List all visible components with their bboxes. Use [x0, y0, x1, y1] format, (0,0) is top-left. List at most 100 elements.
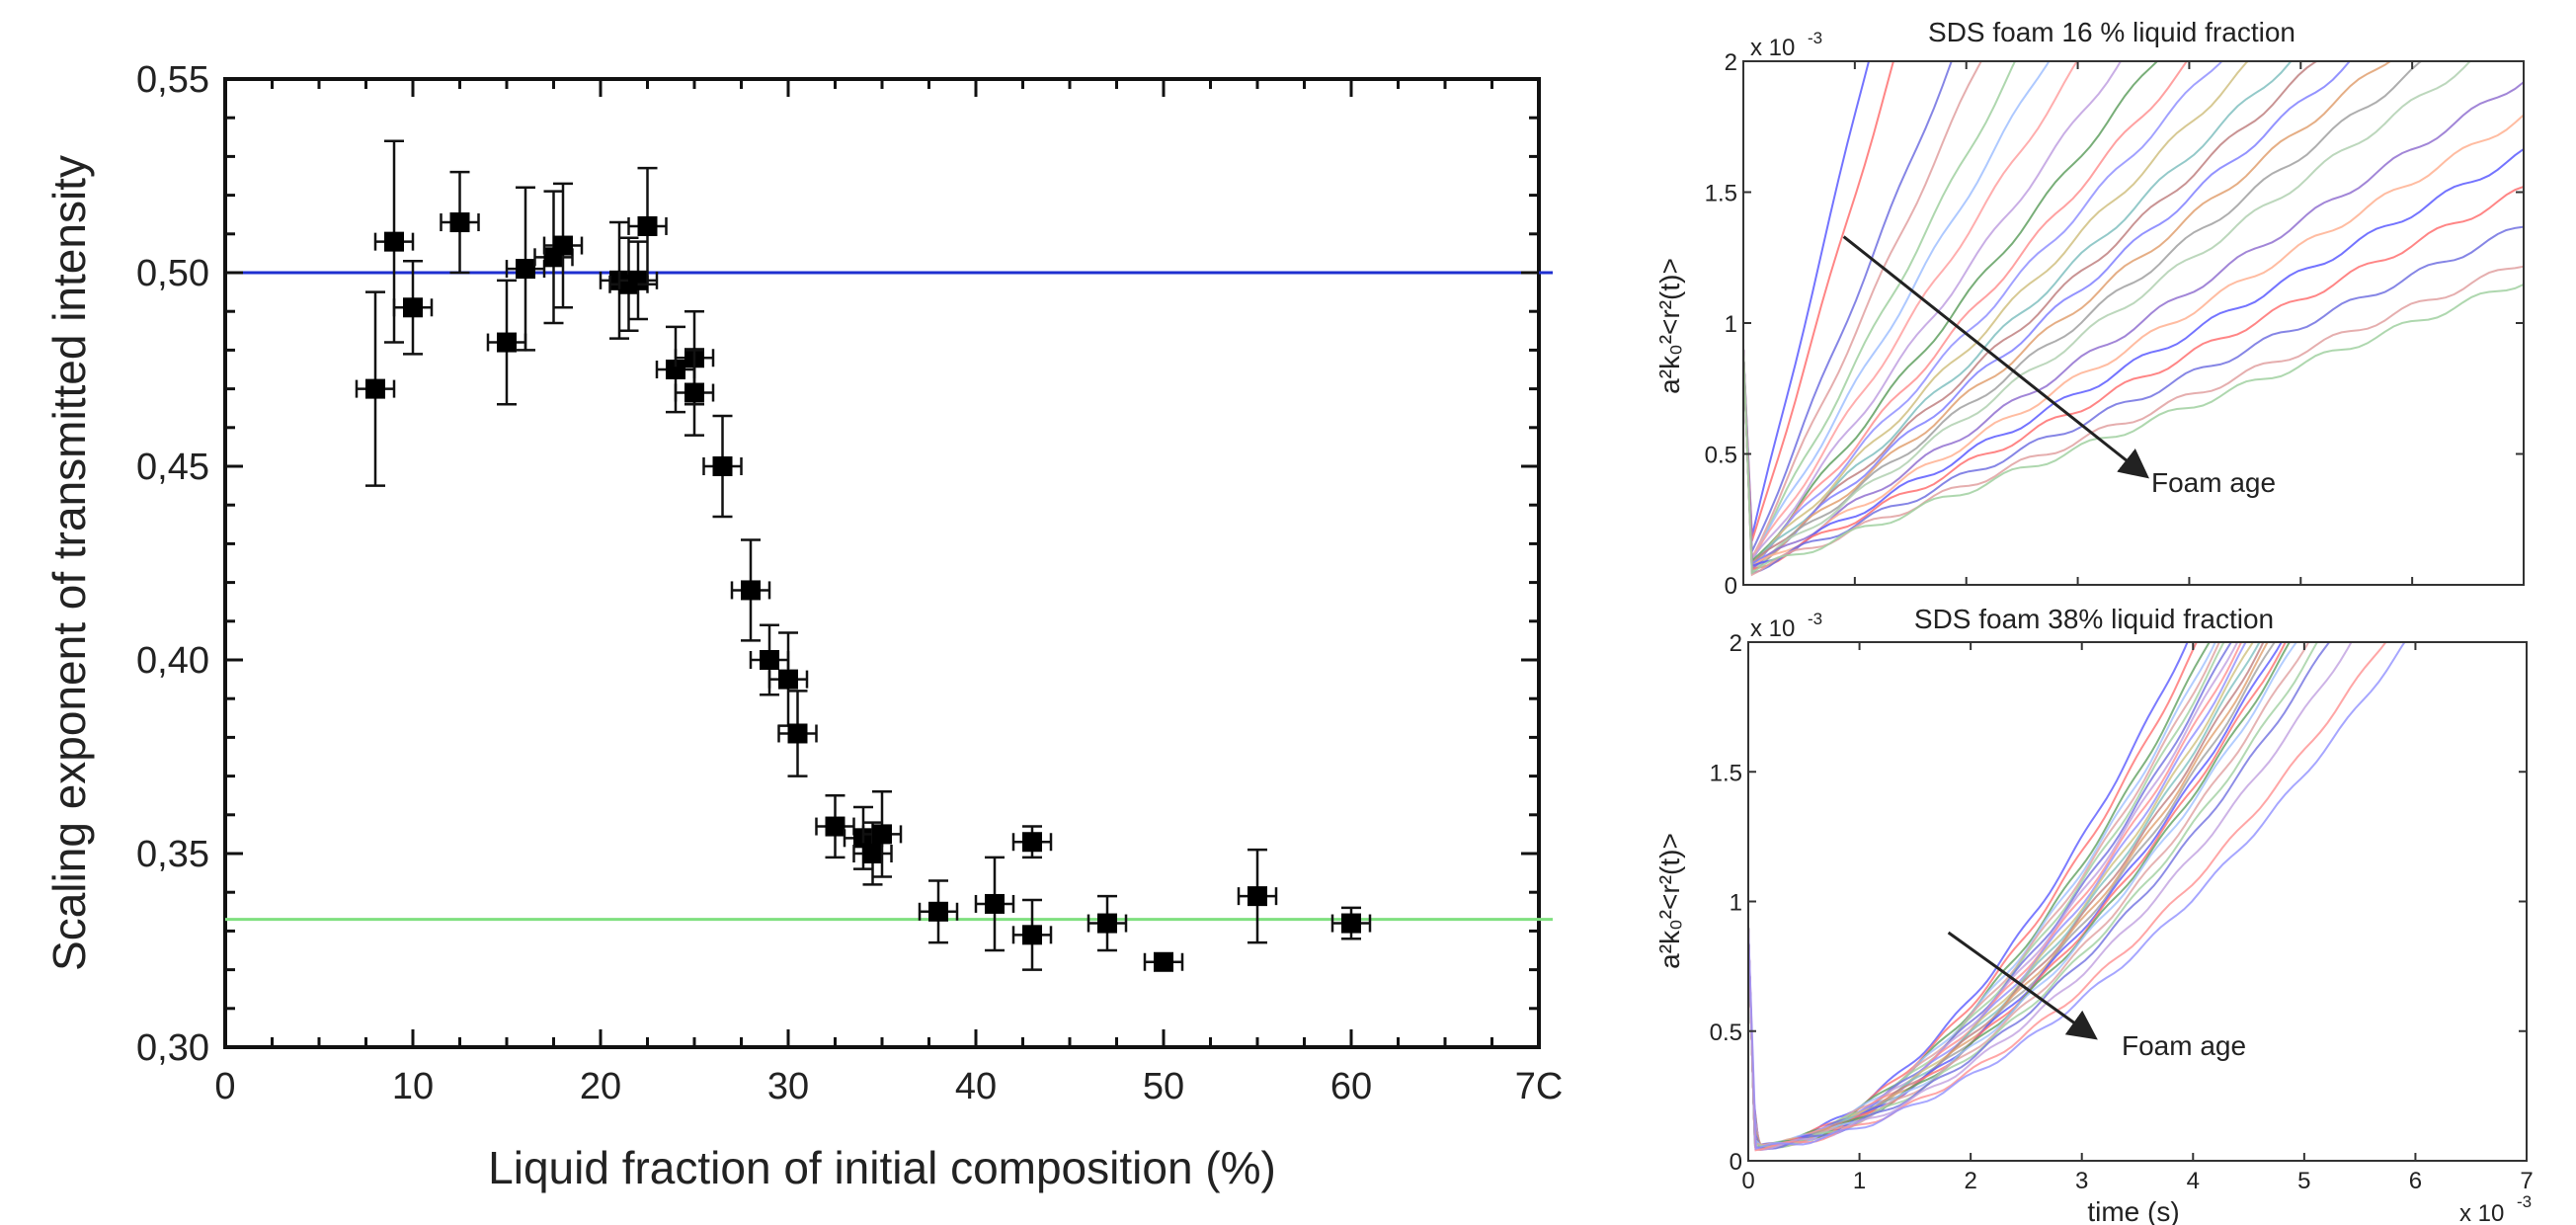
rb-axis-ticks: 0 0.5 1 1.5 2 0 1 2 3 4 5 6 7: [1710, 630, 2534, 1194]
rb-series-line-5: [1748, 642, 2225, 1150]
data-point-4: [486, 279, 527, 406]
data-point-2: [392, 259, 434, 356]
data-point-27: [1011, 898, 1053, 971]
rb-series-line-1: [1748, 642, 2198, 1148]
rt-series-line-0: [1743, 61, 1871, 537]
rb-series-line-23: [1748, 642, 2387, 1152]
y-tick-label: 0: [1725, 573, 1737, 600]
rt-series-line-10: [1743, 61, 2223, 572]
rb-series-line-22: [1748, 642, 2353, 1151]
y-tick-label: 1: [1725, 311, 1737, 338]
square-marker: [1022, 925, 1042, 945]
data-point-31: [1330, 906, 1372, 940]
left-data-points: [355, 139, 1372, 972]
y-tick-label: 2: [1730, 630, 1742, 657]
rb-series-line-17: [1748, 642, 2292, 1150]
data-point-15: [702, 414, 743, 519]
left-y-tick-label: 0,50: [136, 253, 209, 294]
sds-foam-16-chart: SDS foam 16 % liquid fraction 00.511.52 …: [1654, 17, 2525, 600]
sds-foam-38-chart: SDS foam 38% liquid fraction 0 0.5 1 1.5 2 0 1…: [1654, 604, 2534, 1225]
rb-series-line-12: [1748, 642, 2265, 1147]
y-tick-label: 2: [1725, 49, 1737, 76]
x-tick-label: 4: [2187, 1168, 2200, 1194]
rb-series-line-10: [1748, 642, 2255, 1151]
square-marker: [760, 650, 779, 670]
square-marker: [1248, 886, 1267, 907]
left-y-tick-label: 0,45: [136, 447, 209, 488]
data-point-5: [505, 186, 546, 352]
rt-series-line-8: [1743, 61, 2159, 564]
left-plot-frame: [223, 77, 1541, 1049]
left-x-tick-label: 10: [392, 1066, 434, 1107]
rt-series-line-19: [1743, 114, 2524, 569]
x-tick-label: 2: [1964, 1168, 1976, 1194]
rt-y-multiplier-base: x 10: [1750, 35, 1795, 61]
data-point-19: [777, 690, 818, 777]
left-y-tick-label: 0,35: [136, 834, 209, 875]
rt-series-line-21: [1743, 185, 2524, 571]
data-point-14: [674, 349, 715, 437]
rt-axis-ticks: 0 0.5 1 1.5 2: [1705, 49, 2525, 600]
x-tick-label: 6: [2409, 1168, 2422, 1194]
rb-foam-age-arrow: [1947, 931, 2098, 1040]
square-marker: [684, 382, 704, 403]
rt-series-line-14: [1743, 61, 2352, 566]
rt-series-line-15: [1743, 61, 2392, 570]
rt-foam-age-arrow: [1842, 235, 2149, 479]
data-point-22: [852, 821, 893, 886]
data-point-0: [355, 290, 396, 487]
square-marker: [1154, 951, 1173, 972]
square-marker: [928, 901, 948, 922]
data-point-28: [1087, 894, 1128, 952]
x-tick-label: 7: [2520, 1168, 2533, 1194]
rt-series-line-11: [1743, 61, 2250, 572]
left-x-tick-label: 0: [214, 1066, 235, 1107]
rt-series-line-5: [1743, 61, 2051, 566]
data-point-20: [815, 793, 855, 859]
rt-series-line-13: [1743, 61, 2319, 566]
square-marker: [403, 297, 423, 318]
rb-series-line-24: [1748, 642, 2406, 1150]
rt-series-line-4: [1743, 61, 2017, 566]
rb-y-multiplier-exp: -3: [1808, 610, 1822, 628]
data-point-11: [627, 166, 668, 286]
data-point-29: [1143, 951, 1184, 972]
left-x-tick-label: 40: [955, 1066, 997, 1107]
data-point-6: [533, 190, 574, 325]
x-tick-label: 0: [1741, 1168, 1754, 1194]
rt-series-line-17: [1743, 61, 2472, 574]
square-marker: [985, 893, 1005, 914]
rb-series-line-9: [1748, 642, 2247, 1151]
rb-x-multiplier: x 10 -3: [2459, 1192, 2532, 1225]
square-marker: [628, 270, 648, 290]
left-x-axis-label: Liquid fraction of initial composition (…: [488, 1142, 1276, 1193]
left-y-tick-label: 0,40: [136, 640, 209, 682]
scaling-exponent-chart: 0 10 20 30 40 50 60 7C0,300,350,400,450,500,55 …: [43, 59, 1563, 1193]
square-marker: [666, 360, 685, 379]
left-x-tick-label: 7C: [1515, 1066, 1564, 1107]
square-marker: [778, 669, 798, 690]
left-x-tick-label: 50: [1143, 1066, 1184, 1107]
y-tick-label: 1: [1730, 890, 1742, 917]
left-x-tick-label: 20: [580, 1066, 621, 1107]
rt-series-line-24: [1743, 283, 2524, 575]
rb-y-axis-label: a²k₀²<r²(t)>: [1654, 833, 1685, 969]
y-tick-label: 0: [1730, 1149, 1742, 1176]
rt-series-line-12: [1743, 61, 2293, 569]
square-marker: [1022, 832, 1042, 853]
rb-series-line-0: [1748, 642, 2189, 1147]
data-point-30: [1237, 848, 1278, 944]
rb-foam-age-label: Foam age: [2122, 1030, 2246, 1061]
rb-x-axis-label: time (s): [2087, 1196, 2179, 1225]
data-point-26: [1011, 825, 1053, 859]
rt-series-line-6: [1743, 61, 2079, 563]
square-marker: [825, 816, 845, 837]
square-marker: [741, 580, 761, 601]
square-marker: [516, 259, 535, 280]
rt-series-lines: [1743, 61, 2524, 577]
data-point-7: [542, 182, 584, 309]
data-point-10: [617, 240, 659, 321]
rt-series-line-1: [1743, 61, 1894, 541]
rb-series-line-18: [1748, 642, 2298, 1148]
